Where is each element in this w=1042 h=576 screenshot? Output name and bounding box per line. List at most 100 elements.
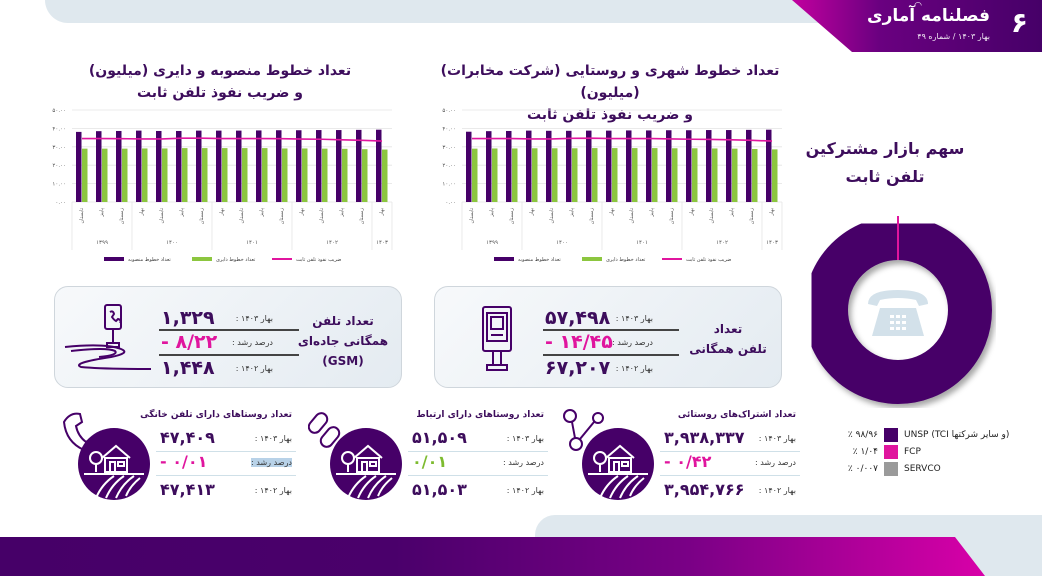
public-phone-title: تعداد تلفن همگانی [689,322,767,356]
bar [592,148,598,202]
legend-label: SERVCO [904,464,941,474]
bar [242,148,248,202]
divider [660,475,800,476]
bar [726,130,732,202]
x-tick: بهار [609,208,615,217]
y-tick: ۰.۰۰ [445,200,456,206]
year-label: ۱۴۰۳ [376,240,388,246]
prev-value: ۱,۴۴۸ [161,357,215,379]
svg-text:ضریب نفوذ تلفن ثابت: ضریب نفوذ تلفن ثابت [296,257,341,263]
x-tick: تابستان [709,207,715,223]
penetration-line [82,137,383,142]
current-value: ۵۷,۴۹۸ [545,307,611,329]
brand-title: فصلنامه آماری [866,6,990,26]
current-value: ۵۱,۵۰۹ [412,428,467,447]
bar [276,130,282,202]
prev-label: بهار ۱۴۰۲ : [235,364,273,373]
bar [772,149,778,202]
bar [222,148,228,202]
pie-legend-item: ۰/۰۰۷ ٪ SERVCO [828,462,941,476]
x-tick: تابستان [79,207,85,223]
y-tick: ۲۰.۰۰ [442,163,456,169]
bar [466,131,472,202]
bar [506,130,512,202]
svg-text:تعداد خطوط منصوبه: تعداد خطوط منصوبه [518,257,561,263]
bar [666,130,672,202]
chart-right-title-line1: تعداد خطوط شهری و روستایی (شرکت مخابرات)… [440,63,780,101]
bar [182,148,188,202]
market-share-donut [800,212,996,408]
divider [543,329,679,331]
bar [122,148,128,202]
legend-label: FCP [904,447,921,457]
bar [526,130,532,202]
x-tick: زمستان [199,207,205,224]
chart-right-title-line2: و ضریب نفوذ تلفن ثابت [526,107,694,123]
bar [136,130,142,202]
bar [376,129,382,202]
roadside-phone-icon [64,304,152,370]
bar [752,149,758,202]
rural-stat-block: تعداد اشتراک‌های روستائی بهار ۱۴۰۳ : ۳,۹… [560,408,800,503]
bar [532,148,538,202]
divider [159,329,299,331]
issue-info: بهار ۱۴۰۳ / شماره ۴۹ [917,32,990,41]
payphone-booth-icon [482,306,512,371]
bar [766,129,772,202]
y-tick: ۵۰.۰۰ [52,108,66,114]
bar [492,148,498,202]
growth-value: - ۱۴/۴۵ [545,331,613,353]
svg-text:تعداد خطوط دایری: تعداد خطوط دایری [606,257,646,263]
growth-value: ۰/۰۱ [412,452,448,471]
bar [76,131,82,202]
house-icon [336,444,396,499]
growth-label: درصد رشد : [755,458,796,467]
telephone-icon [868,290,928,336]
divider [156,475,296,476]
pie-title-line2: تلفن ثابت [845,167,925,186]
bar [612,148,618,202]
y-tick: ۰.۰۰ [55,200,66,206]
bottom-decor-gradient [0,537,985,576]
x-tick: بهار [379,208,385,217]
y-tick: ۱۰.۰۰ [52,182,66,188]
x-tick: زمستان [749,207,755,224]
current-value: ۴۷,۴۰۹ [160,428,215,447]
pie-title-line1: سهم بازار مشترکین [805,139,965,158]
bar [652,148,658,202]
bar [316,130,322,202]
year-label: ۱۴۰۲ [326,240,338,246]
rural-title: تعداد روستاهای دارای تلفن خانگی [140,410,292,420]
x-tick: بهار [689,208,695,217]
road-gsm-card: تعداد تلفن همگانی جاده‌ای (GSM) بهار ۱۴۰… [54,286,402,388]
house-icon [84,444,144,499]
bar [486,131,492,202]
rural-title: تعداد اشتراک‌های روستائی [677,410,796,420]
y-tick: ۴۰.۰۰ [52,126,66,132]
prev-label: بهار ۱۴۰۲ : [758,486,796,495]
bar [606,130,612,202]
divider [408,475,548,476]
x-tick: زمستان [669,207,675,224]
year-label: ۱۴۰۰ [556,240,568,246]
x-tick: تابستان [159,207,165,223]
y-tick: ۲۰.۰۰ [52,163,66,169]
year-label: ۱۴۰۱ [636,240,648,246]
bar [732,148,738,202]
x-tick: زمستان [359,207,365,224]
bar [586,130,592,202]
x-tick: بهار [139,208,145,217]
growth-label: درصد رشد : [612,338,653,347]
prev-value: ۵۱,۵۰۳ [412,480,467,499]
current-value: ۳,۹۳۸,۳۳۷ [664,428,745,447]
legend-pct: ۰/۰۰۷ ٪ [847,464,878,474]
x-tick: پاییز [569,207,575,217]
rural-stat-block: تعداد روستاهای دارای تلفن خانگی بهار ۱۴۰… [56,408,296,503]
top-decor-band [45,0,1042,23]
bar [202,148,208,202]
current-label: بهار ۱۴۰۳ : [758,434,796,443]
y-tick: ۳۰.۰۰ [442,145,456,151]
bar [692,148,698,202]
year-label: ۱۴۰۱ [246,240,258,246]
growth-value: - ۰/۴۲ [664,452,712,471]
